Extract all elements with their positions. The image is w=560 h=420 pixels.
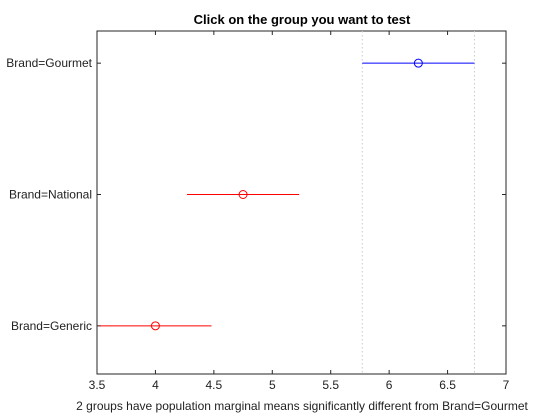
plot-area	[96, 30, 507, 375]
group-mean-marker[interactable]	[238, 190, 248, 199]
x-axis-label: 2 groups have population marginal means …	[76, 399, 528, 413]
group-mean-marker[interactable]	[413, 58, 423, 68]
chart-title: Click on the group you want to test	[194, 12, 411, 27]
x-tick-label: 4	[152, 378, 159, 392]
x-tick-label: 6.5	[439, 378, 456, 392]
group-label[interactable]: Brand=National	[9, 188, 92, 202]
group-row[interactable]: Brand=National	[9, 188, 506, 202]
group-mean-marker[interactable]	[150, 321, 160, 331]
x-tick-label: 7	[503, 378, 510, 392]
x-axis-ticks: 3.5 4 4.5 5 5.5 6 6.5 7	[89, 31, 510, 392]
x-tick-label: 5.5	[322, 378, 339, 392]
x-tick-label: 5	[269, 378, 276, 392]
group-label[interactable]: Brand=Gourmet	[6, 56, 92, 70]
x-tick-label: 6	[386, 378, 393, 392]
group-intervals[interactable]: Brand=Gourmet Brand=National Brand=Generic	[6, 56, 506, 333]
x-tick-label: 4.5	[206, 378, 223, 392]
x-tick-label: 3.5	[89, 378, 106, 392]
group-row[interactable]: Brand=Gourmet	[6, 56, 506, 70]
reference-lines	[361, 31, 475, 374]
group-row[interactable]: Brand=Generic	[11, 319, 506, 333]
group-label[interactable]: Brand=Generic	[11, 319, 92, 333]
